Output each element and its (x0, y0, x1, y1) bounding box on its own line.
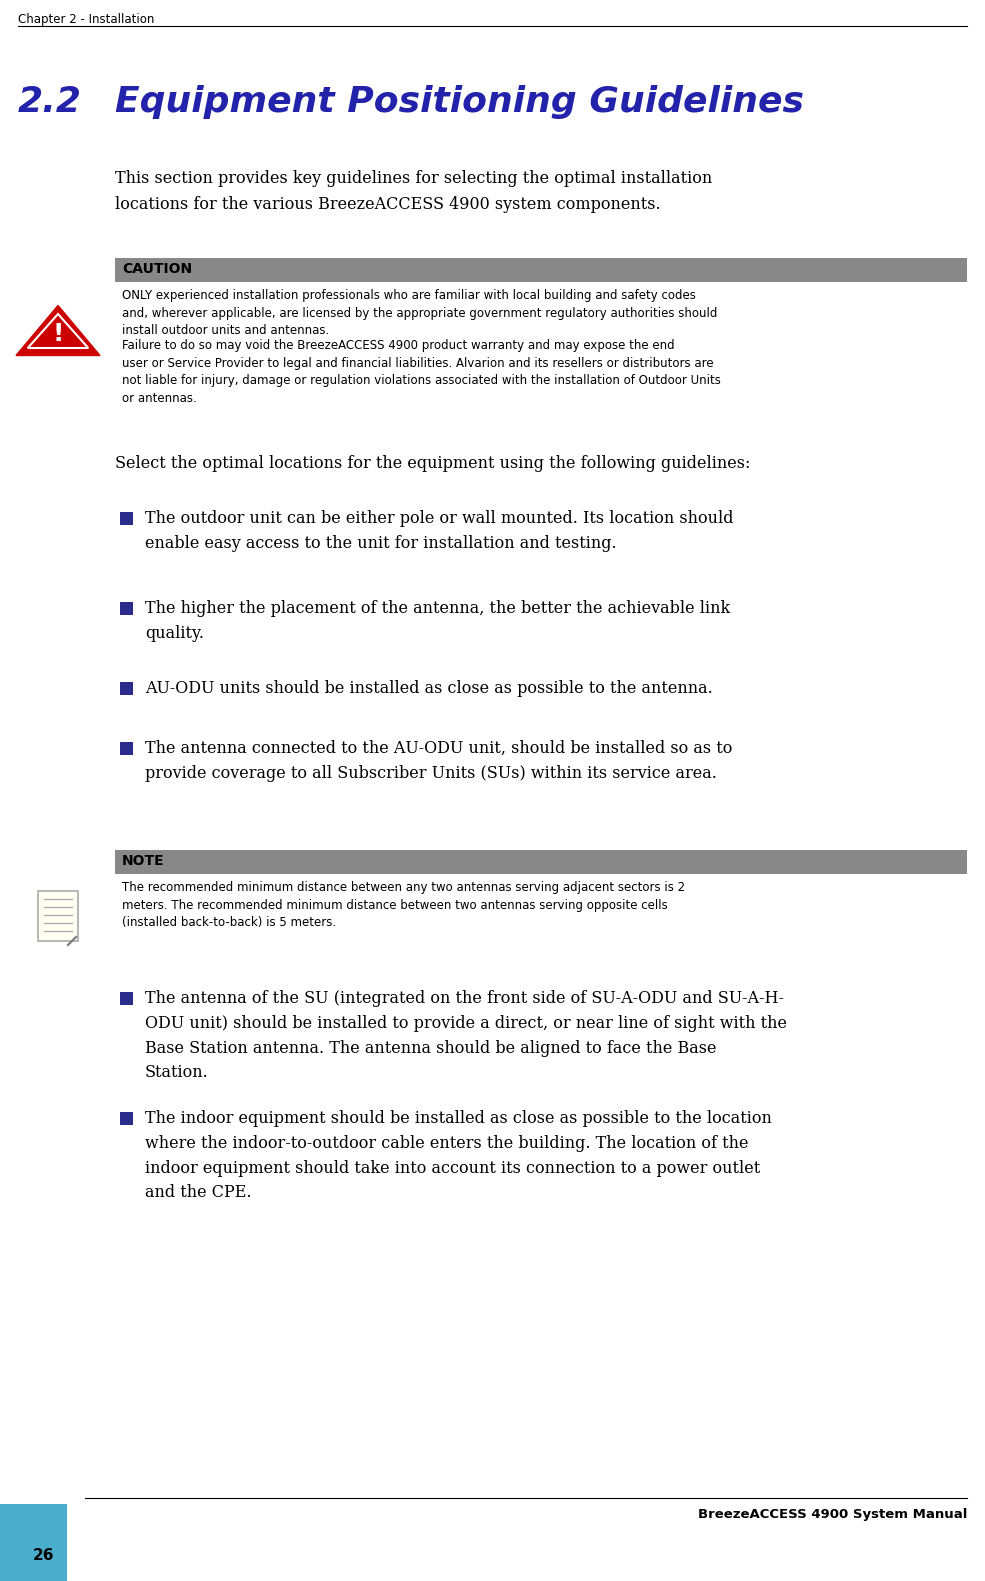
Text: Failure to do so may void the BreezeACCESS 4900 product warranty and may expose : Failure to do so may void the BreezeACCE… (122, 338, 721, 405)
Text: AU-ODU units should be installed as close as possible to the antenna.: AU-ODU units should be installed as clos… (145, 680, 713, 697)
FancyBboxPatch shape (115, 258, 967, 281)
FancyBboxPatch shape (120, 681, 133, 696)
FancyBboxPatch shape (0, 1526, 67, 1581)
FancyBboxPatch shape (115, 851, 967, 874)
Text: CAUTION: CAUTION (122, 262, 192, 277)
FancyBboxPatch shape (120, 512, 133, 525)
Text: BreezeACCESS 4900 System Manual: BreezeACCESS 4900 System Manual (697, 1508, 967, 1521)
FancyBboxPatch shape (120, 1111, 133, 1126)
Text: The antenna of the SU (integrated on the front side of SU-A-ODU and SU-A-H-
ODU : The antenna of the SU (integrated on the… (145, 990, 787, 1081)
Text: NOTE: NOTE (122, 854, 164, 868)
FancyBboxPatch shape (120, 991, 133, 1006)
Text: Equipment Positioning Guidelines: Equipment Positioning Guidelines (115, 85, 804, 119)
Text: 26: 26 (33, 1548, 54, 1564)
Text: The higher the placement of the antenna, the better the achievable link
quality.: The higher the placement of the antenna,… (145, 601, 730, 642)
Text: Chapter 2 - Installation: Chapter 2 - Installation (18, 13, 155, 25)
Text: The outdoor unit can be either pole or wall mounted. Its location should
enable : The outdoor unit can be either pole or w… (145, 511, 734, 552)
Text: The recommended minimum distance between any two antennas serving adjacent secto: The recommended minimum distance between… (122, 881, 686, 930)
Text: Select the optimal locations for the equipment using the following guidelines:: Select the optimal locations for the equ… (115, 455, 751, 473)
FancyBboxPatch shape (120, 741, 133, 756)
Text: This section provides key guidelines for selecting the optimal installation
loca: This section provides key guidelines for… (115, 171, 712, 213)
Text: The antenna connected to the AU-ODU unit, should be installed so as to
provide c: The antenna connected to the AU-ODU unit… (145, 740, 733, 781)
Text: !: ! (52, 323, 64, 346)
Text: ONLY experienced installation professionals who are familiar with local building: ONLY experienced installation profession… (122, 289, 717, 337)
FancyBboxPatch shape (0, 1504, 67, 1526)
Text: 2.2: 2.2 (18, 85, 82, 119)
Polygon shape (16, 305, 100, 356)
FancyBboxPatch shape (38, 892, 78, 941)
FancyBboxPatch shape (120, 602, 133, 615)
Text: The indoor equipment should be installed as close as possible to the location
wh: The indoor equipment should be installed… (145, 1110, 772, 1202)
